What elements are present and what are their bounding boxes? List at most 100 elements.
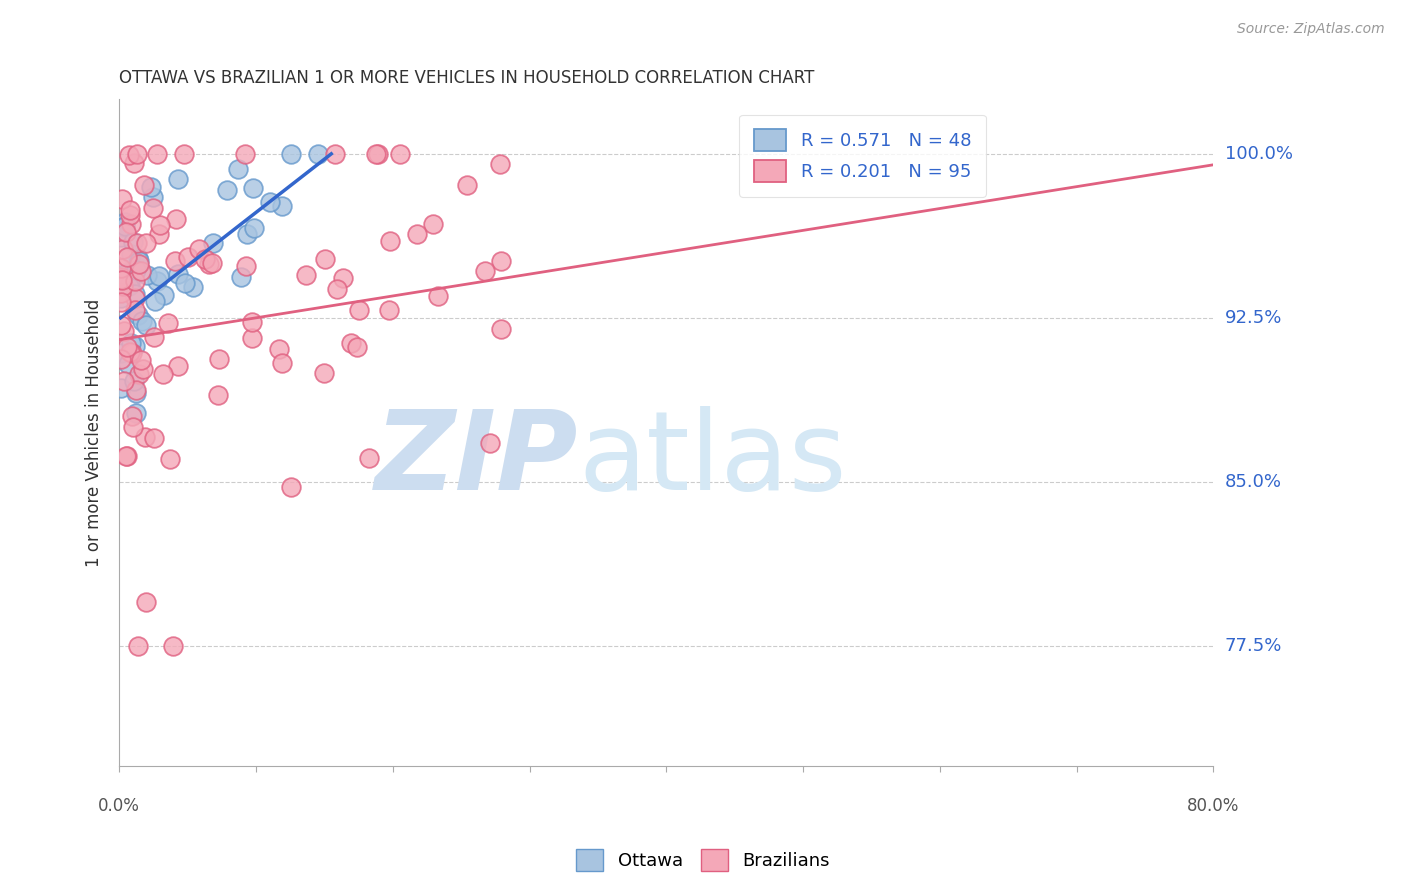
Point xyxy=(235,259,257,273)
Text: 85.0%: 85.0% xyxy=(1225,473,1282,491)
Point xyxy=(149,218,172,232)
Point xyxy=(167,359,190,373)
Point xyxy=(111,219,134,234)
Point xyxy=(491,254,513,268)
Point xyxy=(280,146,302,161)
Point xyxy=(295,268,318,283)
Point xyxy=(207,387,229,401)
Point xyxy=(135,318,157,332)
Point xyxy=(456,178,478,193)
Point xyxy=(110,272,132,286)
Point xyxy=(118,148,141,162)
Point xyxy=(145,146,167,161)
Point xyxy=(112,278,135,293)
Point xyxy=(117,279,139,293)
Point xyxy=(228,162,250,177)
Point xyxy=(114,266,136,280)
Point xyxy=(259,195,281,210)
Point xyxy=(194,252,217,266)
Point xyxy=(124,287,146,301)
Point xyxy=(323,146,346,161)
Text: 100.0%: 100.0% xyxy=(1225,145,1292,163)
Point xyxy=(173,146,195,161)
Point xyxy=(148,269,170,284)
Point xyxy=(110,294,132,309)
Point xyxy=(114,225,136,239)
Point xyxy=(242,220,264,235)
Point xyxy=(174,276,197,290)
Point xyxy=(114,324,136,338)
Point xyxy=(132,362,155,376)
Point xyxy=(114,214,136,228)
Point xyxy=(143,432,166,446)
Point xyxy=(159,452,181,467)
Point xyxy=(111,273,134,287)
Text: 92.5%: 92.5% xyxy=(1225,309,1282,326)
Point xyxy=(128,257,150,271)
Point xyxy=(124,273,146,287)
Point xyxy=(240,331,263,345)
Point xyxy=(427,289,450,303)
Point xyxy=(110,230,132,244)
Point xyxy=(162,639,184,653)
Point xyxy=(157,316,180,330)
Point xyxy=(197,257,219,271)
Point xyxy=(120,345,142,359)
Point xyxy=(242,181,264,195)
Point xyxy=(188,242,211,256)
Point xyxy=(346,340,368,354)
Point xyxy=(112,374,135,388)
Point xyxy=(125,146,148,161)
Point xyxy=(118,208,141,222)
Point xyxy=(236,227,259,241)
Point xyxy=(217,183,239,197)
Point xyxy=(128,254,150,268)
Point xyxy=(347,302,370,317)
Point xyxy=(422,217,444,231)
Text: atlas: atlas xyxy=(579,406,848,513)
Legend: R = 0.571   N = 48, R = 0.201   N = 95: R = 0.571 N = 48, R = 0.201 N = 95 xyxy=(740,115,986,197)
Point xyxy=(271,356,294,370)
Point xyxy=(129,353,152,368)
Point xyxy=(143,293,166,308)
Point xyxy=(139,180,162,194)
Text: 0.0%: 0.0% xyxy=(98,797,141,814)
Point xyxy=(128,368,150,382)
Point xyxy=(125,383,148,397)
Point xyxy=(127,251,149,265)
Point xyxy=(142,201,165,215)
Point xyxy=(115,340,138,354)
Point xyxy=(117,449,139,463)
Point xyxy=(122,420,145,434)
Legend: Ottawa, Brazilians: Ottawa, Brazilians xyxy=(569,842,837,879)
Point xyxy=(389,146,412,161)
Point xyxy=(125,385,148,400)
Point xyxy=(132,178,155,192)
Point xyxy=(117,357,139,371)
Point xyxy=(377,302,399,317)
Point xyxy=(135,595,157,609)
Point xyxy=(163,253,186,268)
Point xyxy=(181,280,204,294)
Point xyxy=(127,639,149,653)
Point xyxy=(124,291,146,305)
Point xyxy=(366,146,388,161)
Point xyxy=(240,315,263,329)
Point xyxy=(177,251,200,265)
Point xyxy=(202,236,225,251)
Text: OTTAWA VS BRAZILIAN 1 OR MORE VEHICLES IN HOUSEHOLD CORRELATION CHART: OTTAWA VS BRAZILIAN 1 OR MORE VEHICLES I… xyxy=(120,69,814,87)
Point xyxy=(152,367,174,381)
Point xyxy=(120,336,142,351)
Point xyxy=(111,192,134,206)
Point xyxy=(167,267,190,281)
Point xyxy=(118,203,141,218)
Text: 80.0%: 80.0% xyxy=(1187,797,1240,814)
Point xyxy=(167,171,190,186)
Point xyxy=(280,480,302,494)
Point xyxy=(142,190,165,204)
Text: Source: ZipAtlas.com: Source: ZipAtlas.com xyxy=(1237,22,1385,37)
Point xyxy=(127,236,149,251)
Point xyxy=(112,242,135,256)
Point xyxy=(110,269,132,284)
Point xyxy=(340,335,363,350)
